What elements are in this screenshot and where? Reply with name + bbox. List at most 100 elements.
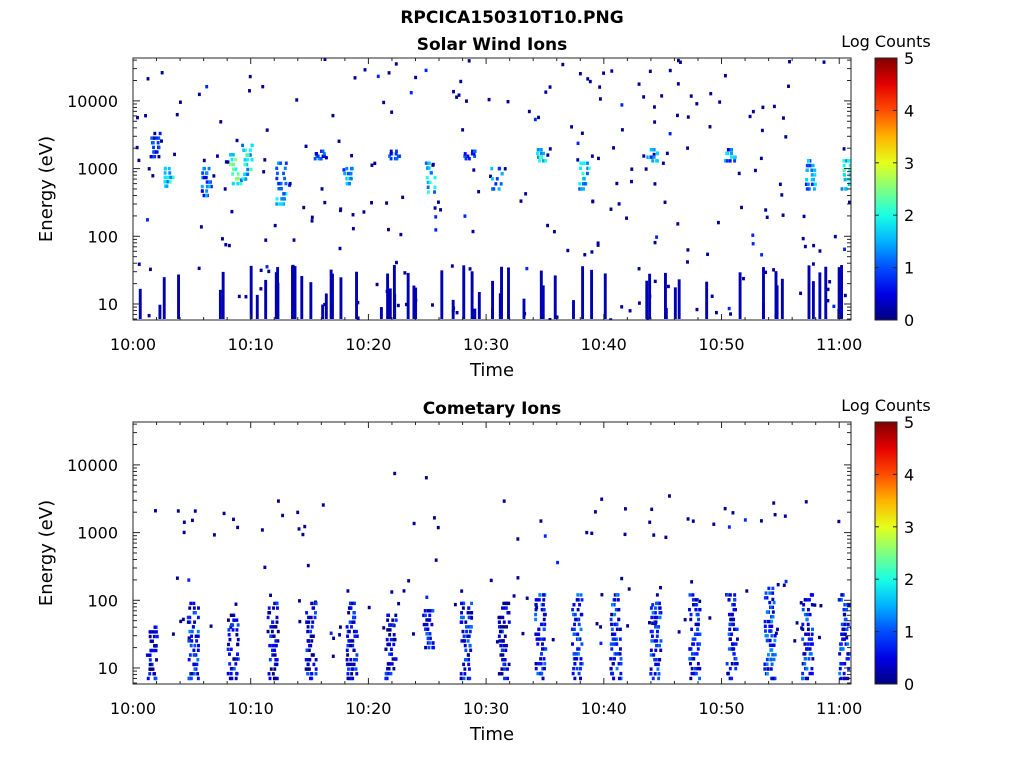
count-cell [655, 601, 659, 606]
count-cell [350, 620, 354, 624]
count-cell [807, 632, 810, 636]
count-cell [235, 618, 239, 622]
count-cell [231, 172, 235, 176]
count-cell [347, 611, 351, 615]
count-cell [676, 82, 680, 86]
count-cell [165, 184, 169, 188]
count-cell [388, 288, 392, 320]
count-cell [433, 185, 437, 189]
count-cell [811, 281, 815, 320]
count-cell [838, 671, 842, 676]
count-cell [628, 309, 632, 313]
count-cell [370, 163, 374, 167]
axes-box [132, 421, 852, 685]
count-cell [461, 615, 465, 620]
count-cell [658, 657, 661, 662]
count-cell [339, 277, 343, 320]
count-cell [394, 657, 398, 661]
count-cell [810, 637, 814, 641]
count-cell [227, 642, 230, 647]
count-cell [694, 652, 697, 656]
count-cell [346, 171, 350, 176]
count-cell [736, 637, 739, 641]
count-cell [321, 503, 325, 507]
count-cell [571, 642, 574, 646]
count-cell [429, 171, 433, 175]
count-cell [843, 617, 847, 622]
count-cell [659, 639, 663, 643]
count-cell [760, 253, 764, 257]
count-cell [273, 223, 277, 228]
count-cell [148, 267, 152, 272]
count-cell [716, 220, 720, 225]
count-cell [193, 611, 197, 615]
count-cell [244, 172, 248, 176]
count-cell [576, 647, 580, 651]
count-cell [457, 93, 461, 97]
count-cell [384, 676, 388, 681]
count-cell [654, 620, 658, 624]
count-cell [465, 99, 468, 103]
count-cell [154, 676, 158, 681]
count-cell [154, 509, 157, 513]
count-cell [538, 159, 542, 163]
count-cell [782, 116, 785, 120]
colorbar-tick-label: 3 [904, 154, 914, 173]
count-cell [548, 317, 552, 320]
count-cell [726, 148, 730, 152]
count-cell [200, 184, 204, 189]
count-cell [226, 160, 230, 164]
count-cell [345, 662, 349, 667]
count-cell [732, 607, 736, 612]
count-cell [691, 652, 694, 656]
count-cell [619, 676, 623, 681]
count-cell [187, 639, 191, 643]
count-cell [659, 585, 662, 590]
count-cell [229, 613, 233, 618]
count-cell [544, 159, 548, 163]
count-cell [780, 278, 784, 320]
count-cell [535, 151, 539, 156]
count-cell [345, 181, 349, 186]
count-cell [255, 294, 259, 320]
count-cell [730, 622, 734, 627]
count-cell [507, 267, 510, 320]
count-cell [610, 612, 614, 617]
count-cell [246, 153, 250, 157]
count-cell [464, 620, 468, 624]
count-cell [787, 84, 790, 88]
count-cell [538, 637, 541, 641]
count-cell [348, 620, 352, 624]
count-cell [709, 91, 713, 96]
count-cell [614, 652, 618, 656]
count-cell [573, 622, 577, 627]
count-cell [576, 637, 580, 641]
count-cell [320, 187, 324, 191]
count-cell [753, 168, 757, 173]
count-cell [810, 182, 814, 186]
count-cell [590, 531, 594, 535]
count-cell [389, 149, 393, 154]
count-cell [350, 662, 353, 667]
count-cell [171, 632, 175, 636]
count-cell [809, 642, 813, 646]
count-cell [261, 84, 265, 89]
count-cell [431, 303, 434, 307]
count-cell [412, 521, 416, 526]
count-cell [231, 181, 235, 186]
count-cell [591, 199, 595, 203]
count-cell [769, 657, 773, 662]
count-cell [689, 94, 693, 98]
count-cell [497, 625, 501, 629]
count-cell [651, 148, 655, 152]
count-cell [533, 117, 537, 122]
count-cell [154, 648, 158, 653]
count-cell [534, 612, 538, 617]
count-cell [613, 632, 617, 636]
count-cell [231, 667, 234, 671]
count-cell [502, 643, 506, 648]
count-cell [694, 607, 698, 612]
count-cell [395, 260, 398, 265]
count-cell [734, 657, 738, 661]
count-cell [650, 615, 654, 620]
